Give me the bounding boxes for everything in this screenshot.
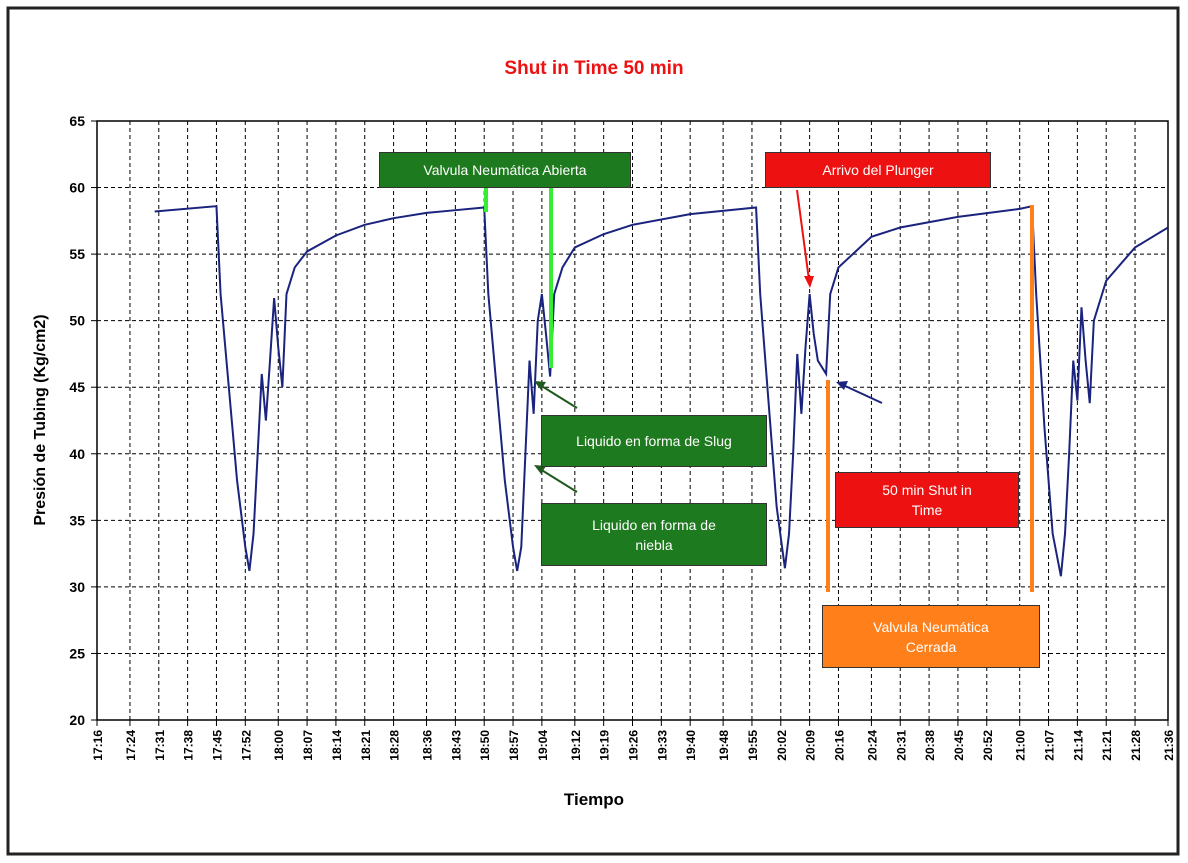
x-tick-label: 20:52: [981, 730, 995, 761]
x-tick-label: 21:28: [1129, 730, 1143, 761]
x-tick-label: 20:38: [923, 730, 937, 761]
y-tick-label: 40: [69, 446, 85, 462]
x-tick-label: 19:40: [684, 730, 698, 761]
annotation-lines: [484, 188, 1034, 592]
arrow-head: [534, 381, 546, 390]
x-tick-label: 18:07: [301, 730, 315, 761]
y-tick-label: 30: [69, 579, 85, 595]
x-tick-label: 21:07: [1043, 730, 1057, 761]
x-tick-label: 20:24: [865, 730, 879, 761]
x-tick-label: 21:00: [1014, 730, 1028, 761]
x-tick-label: 19:26: [627, 730, 641, 761]
y-tick-label: 20: [69, 712, 85, 728]
x-tick-label: 18:28: [388, 730, 402, 761]
x-tick-label: 18:36: [421, 730, 435, 761]
x-tick-label: 21:21: [1100, 730, 1114, 761]
arrow: [539, 384, 578, 409]
y-tick-label: 50: [69, 313, 85, 329]
y-tick-label: 35: [69, 512, 85, 528]
x-tick-label: 19:12: [569, 730, 583, 761]
arrow: [842, 384, 883, 404]
x-tick-label: 20:31: [894, 730, 908, 761]
x-tick-label: 21:36: [1162, 730, 1176, 761]
series-line: [154, 204, 1169, 577]
arrow: [539, 468, 578, 493]
y-tick-label: 55: [69, 246, 85, 262]
x-tick-label: 17:16: [91, 730, 105, 761]
y-axis-label: Presión de Tubing (Kg/cm2): [32, 314, 49, 525]
x-tick-label: 19:33: [655, 730, 669, 761]
y-tick-label: 25: [69, 645, 85, 661]
x-tick-label: 17:31: [153, 730, 167, 761]
annotation: Liquido en forma de niebla: [541, 503, 767, 566]
x-tick-label: 20:02: [775, 730, 789, 761]
annotation: Liquido en forma de Slug: [541, 415, 767, 467]
x-axis-label: Tiempo: [564, 790, 624, 809]
x-tick-label: 18:14: [330, 730, 344, 761]
y-tick-label: 60: [69, 180, 85, 196]
x-tick-label: 18:50: [478, 730, 492, 761]
y-tick-label: 45: [69, 379, 85, 395]
arrow-head: [534, 465, 546, 474]
x-tick-label: 17:45: [210, 730, 224, 761]
x-tick-label: 17:38: [182, 730, 196, 761]
x-tick-label: 21:14: [1071, 730, 1085, 761]
x-tick-label: 19:48: [717, 730, 731, 761]
y-tick-label: 65: [69, 113, 85, 129]
x-tick-label: 17:52: [239, 730, 253, 761]
x-tick-label: 20:45: [952, 730, 966, 761]
x-tick-label: 19:55: [746, 730, 760, 761]
x-tick-label: 18:43: [449, 730, 463, 761]
x-tick-label: 18:57: [507, 730, 521, 761]
annotation: Valvula Neumática Cerrada: [822, 605, 1040, 668]
annotation: Arrivo del Plunger: [765, 152, 991, 188]
arrow-head: [804, 276, 814, 288]
x-tick-label: 20:09: [804, 730, 818, 761]
annotation: Valvula Neumática Abierta: [379, 152, 631, 188]
x-tick-label: 18:00: [272, 730, 286, 761]
x-tick-label: 17:24: [124, 730, 138, 761]
chart-title: Shut in Time 50 min: [504, 58, 683, 79]
annotation: 50 min Shut in Time: [835, 472, 1019, 528]
arrow-head: [836, 381, 848, 390]
x-tick-label: 20:16: [832, 730, 846, 761]
arrow: [796, 189, 810, 281]
x-tick-label: 19:19: [598, 730, 612, 761]
plot-border: [96, 120, 1169, 721]
x-tick-label: 18:21: [359, 730, 373, 761]
x-tick-label: 19:04: [536, 730, 550, 761]
